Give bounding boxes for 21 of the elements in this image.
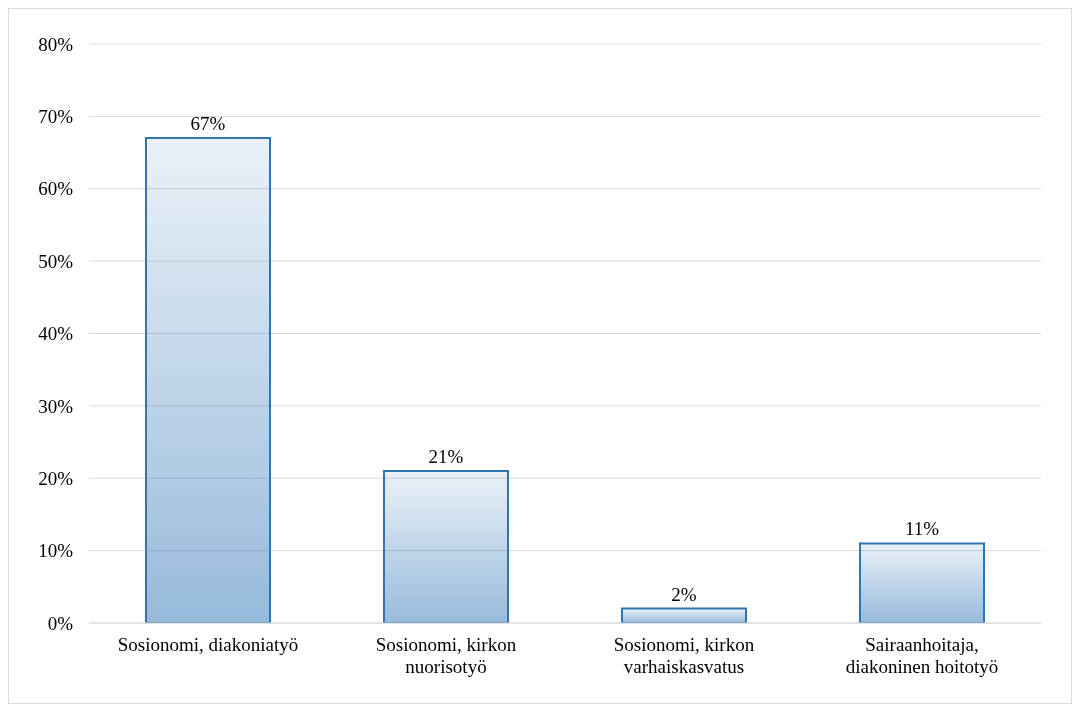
- y-tick-label: 0%: [47, 612, 74, 634]
- y-tick-label: 50%: [38, 250, 74, 272]
- y-tick-label: 10%: [38, 540, 74, 562]
- data-label: 21%: [428, 446, 464, 468]
- bar: [383, 470, 509, 623]
- x-tick-label: Sosionomi, kirkon nuorisotyö: [375, 634, 517, 677]
- data-label: 2%: [671, 583, 697, 605]
- y-tick-label: 80%: [38, 33, 74, 55]
- data-label: 11%: [904, 518, 940, 540]
- x-tick-label: Sairaanhoitaja, diakoninen hoitotyö: [845, 634, 999, 677]
- y-tick-label: 70%: [38, 106, 74, 128]
- y-tick-label: 30%: [38, 395, 74, 417]
- x-tick-label: Sosionomi, diakoniatyö: [117, 634, 299, 655]
- y-tick-label: 40%: [38, 323, 74, 345]
- x-tick-label: Sosionomi, kirkon varhaiskasvatus: [613, 634, 755, 677]
- data-label: 67%: [190, 113, 226, 135]
- bar: [145, 137, 271, 623]
- y-tick-label: 60%: [38, 178, 74, 200]
- bar: [621, 607, 747, 623]
- y-tick-label: 20%: [38, 467, 74, 489]
- bar: [859, 542, 985, 623]
